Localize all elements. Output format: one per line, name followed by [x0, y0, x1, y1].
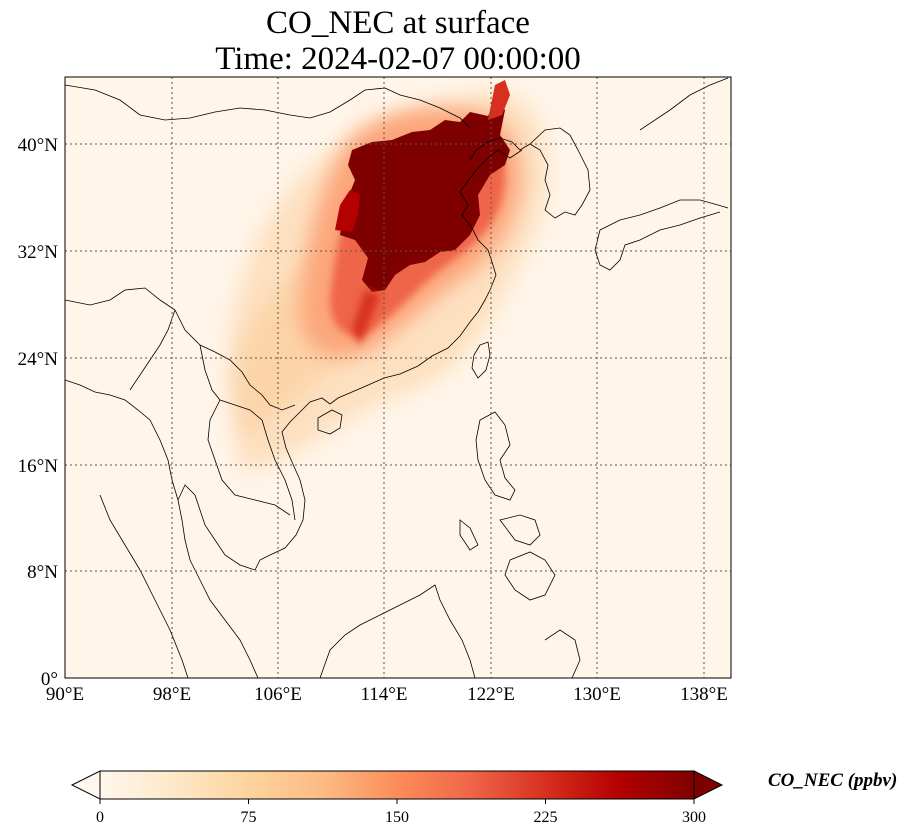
lon-tick-label: 138°E — [680, 684, 728, 705]
lat-tick-label: 24°N — [18, 349, 59, 370]
lat-tick-label: 0° — [41, 669, 58, 690]
map-title: CO_NEC at surface — [266, 5, 530, 41]
colorbar-gradient — [100, 771, 694, 799]
lat-tick-label: 32°N — [18, 242, 59, 263]
colorbar-min-extend — [70, 770, 101, 800]
coastlines — [65, 77, 729, 678]
colorbar-tick-label: 300 — [682, 809, 706, 826]
lat-tick-labels: 40°N 32°N 24°N 16°N 8°N 0° — [18, 135, 59, 690]
lon-tick-label: 90°E — [46, 684, 84, 705]
lon-tick-labels: 90°E 98°E 106°E 114°E 122°E 130°E 138°E — [46, 684, 728, 705]
colorbar-tick-label: 225 — [534, 809, 558, 826]
colorbar-label: CO_NEC (ppbv) — [768, 770, 898, 791]
map-time-subtitle: Time: 2024-02-07 00:00:00 — [215, 41, 581, 77]
lon-tick-label: 106°E — [254, 684, 302, 705]
lat-tick-label: 8°N — [27, 562, 58, 583]
lon-tick-label: 130°E — [573, 684, 621, 705]
lon-tick-label: 98°E — [153, 684, 191, 705]
colorbar: 0 75 150 225 300 — [70, 770, 724, 826]
lat-tick-label: 40°N — [18, 135, 59, 156]
lat-tick-label: 16°N — [18, 456, 59, 477]
colorbar-tick-label: 150 — [385, 809, 409, 826]
concentration-field — [65, 77, 731, 678]
colorbar-tick-label: 75 — [241, 809, 257, 826]
map-frame — [64, 76, 732, 679]
lon-tick-label: 122°E — [467, 684, 515, 705]
colorbar-tick-label: 0 — [96, 809, 104, 826]
colorbar-max-extend — [693, 770, 724, 800]
graticule — [65, 77, 731, 678]
lon-tick-label: 114°E — [361, 684, 408, 705]
